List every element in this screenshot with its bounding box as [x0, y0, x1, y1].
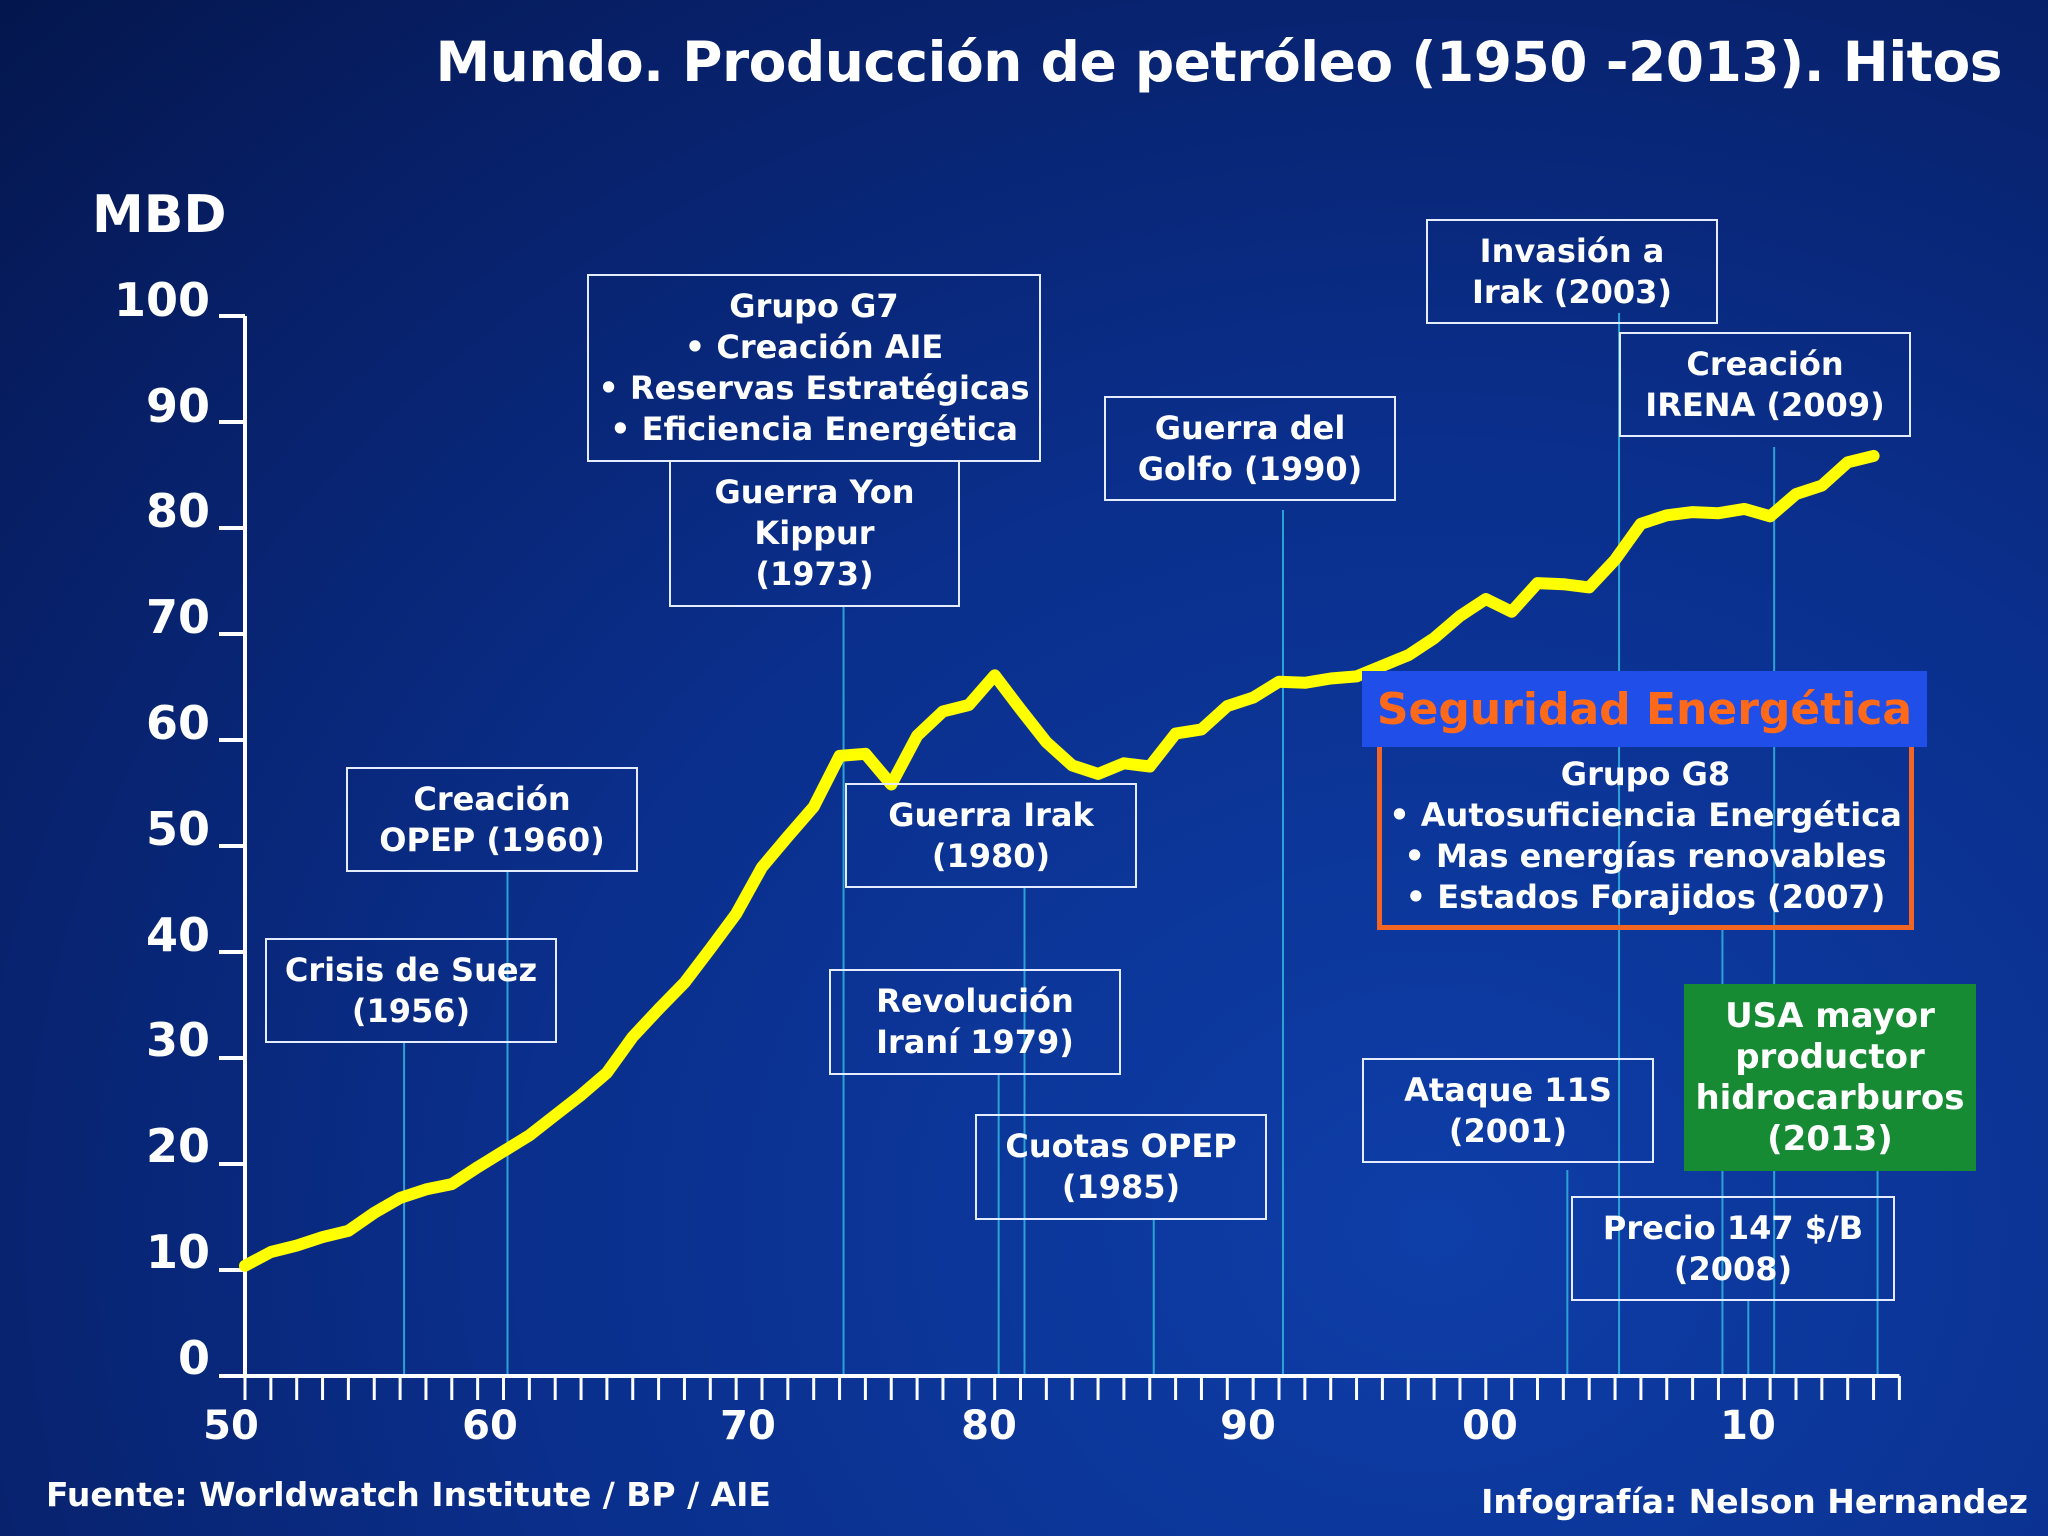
- annotation-line: Iraní 1979): [876, 1023, 1074, 1061]
- annotation-line: Grupo G7: [729, 287, 899, 325]
- x-tick-label: 90: [1220, 1403, 1276, 1449]
- annotation-line: (2001): [1448, 1111, 1568, 1150]
- x-tick-label: 70: [720, 1403, 776, 1449]
- annotation-line: Kippur: [754, 514, 875, 552]
- x-tick-label: 60: [462, 1403, 518, 1449]
- x-tick-label: 10: [1720, 1403, 1776, 1449]
- annotation-line: • Autosuficiencia Energética: [1389, 796, 1902, 834]
- annotation-line: Irak (2003): [1471, 272, 1672, 311]
- annotation-ataque-11s: Ataque 11S (2001): [1362, 1058, 1654, 1163]
- annotation-line: Golfo (1990): [1137, 449, 1363, 488]
- annotation-precio-147: Precio 147 $/B (2008): [1571, 1196, 1895, 1301]
- annotation-line: (1985): [1061, 1168, 1181, 1206]
- annotation-line: Guerra Yon: [714, 473, 915, 511]
- annotation-line: Precio 147 $/B: [1602, 1208, 1864, 1247]
- annotation-opep: Creación OPEP (1960): [346, 767, 638, 872]
- annotation-line: Invasión a: [1479, 231, 1665, 270]
- annotation-line: Guerra Irak: [888, 795, 1094, 834]
- x-tick-label: 00: [1462, 1403, 1518, 1449]
- y-tick-label: 30: [145, 1013, 210, 1067]
- annotation-guerra-golfo: Guerra del Golfo (1990): [1104, 396, 1396, 501]
- annotation-g7: Grupo G7 • Creación AIE • Reservas Estra…: [587, 274, 1041, 462]
- x-tick-label: 80: [961, 1403, 1017, 1449]
- annotation-line: Ataque 11S: [1404, 1070, 1612, 1109]
- annotation-invasion-irak: Invasión a Irak (2003): [1426, 219, 1718, 324]
- annotation-g8: Grupo G8 • Autosuficiencia Energética • …: [1377, 747, 1914, 930]
- annotation-line: Creación: [413, 779, 571, 818]
- y-tick-label: 40: [145, 908, 210, 962]
- annotation-line: Creación: [1686, 344, 1844, 383]
- annotation-line: (2008): [1673, 1249, 1793, 1288]
- annotation-revolucion-irani: Revolución Iraní 1979): [829, 969, 1121, 1075]
- y-tick-label: 20: [145, 1119, 210, 1173]
- production-line: [239, 449, 1880, 1272]
- annotation-irena: Creación IRENA (2009): [1619, 332, 1911, 437]
- annotation-line: • Reservas Estratégicas: [598, 369, 1030, 407]
- y-tick-label: 60: [145, 696, 210, 750]
- annotation-line: IRENA (2009): [1645, 385, 1885, 424]
- annotation-line: • Mas energías renovables: [1404, 837, 1887, 875]
- y-tick-label: 0: [177, 1331, 210, 1385]
- annotation-cuotas-opep: Cuotas OPEP (1985): [975, 1114, 1267, 1220]
- annotation-line: Cuotas OPEP: [1005, 1127, 1237, 1165]
- annotation-line: (1973): [755, 555, 874, 593]
- annotation-line: • Creación AIE: [684, 328, 944, 366]
- y-tick-label: 100: [113, 273, 210, 327]
- annotation-line: Guerra del: [1154, 408, 1346, 447]
- y-tick-label: 50: [145, 802, 210, 856]
- source-note: Fuente: Worldwatch Institute / BP / AIE: [46, 1475, 771, 1514]
- annotation-line: Crisis de Suez: [284, 950, 538, 989]
- x-tick-label: 50: [203, 1403, 259, 1449]
- annotation-line: (1980): [931, 836, 1051, 875]
- annotation-yon-kippur: Guerra Yon Kippur (1973): [669, 462, 960, 607]
- annotation-line: productor: [1735, 1036, 1925, 1077]
- annotation-line: (2013): [1767, 1118, 1893, 1159]
- annotation-line: OPEP (1960): [379, 820, 605, 859]
- page-title: Mundo. Producción de petróleo (1950 -201…: [435, 30, 2002, 94]
- annotation-line: USA mayor: [1725, 995, 1935, 1036]
- seguridad-energetica-title: Seguridad Energética: [1362, 671, 1927, 747]
- credit-note: Infografía: Nelson Hernandez: [1481, 1482, 2028, 1521]
- annotation-line: Grupo G8: [1560, 755, 1731, 793]
- series-layer: [239, 449, 1880, 1272]
- annotation-line: hidrocarburos: [1695, 1077, 1965, 1118]
- annotation-line: • Eficiencia Energética: [610, 410, 1018, 448]
- y-axis-unit-label: MBD: [92, 185, 227, 245]
- y-tick-label: 80: [145, 484, 210, 538]
- annotation-suez: Crisis de Suez (1956): [265, 938, 557, 1043]
- annotation-line: Revolución: [876, 982, 1074, 1020]
- annotation-usa-2013: USA mayor productor hidrocarburos (2013): [1684, 984, 1976, 1171]
- annotation-guerra-irak: Guerra Irak (1980): [845, 783, 1137, 888]
- annotation-line: • Estados Forajidos (2007): [1405, 878, 1886, 916]
- y-tick-label: 90: [145, 379, 210, 433]
- y-tick-label: 70: [145, 590, 210, 644]
- axes: [219, 314, 1901, 1400]
- annotation-line: (1956): [351, 991, 471, 1030]
- y-tick-label: 10: [145, 1225, 210, 1279]
